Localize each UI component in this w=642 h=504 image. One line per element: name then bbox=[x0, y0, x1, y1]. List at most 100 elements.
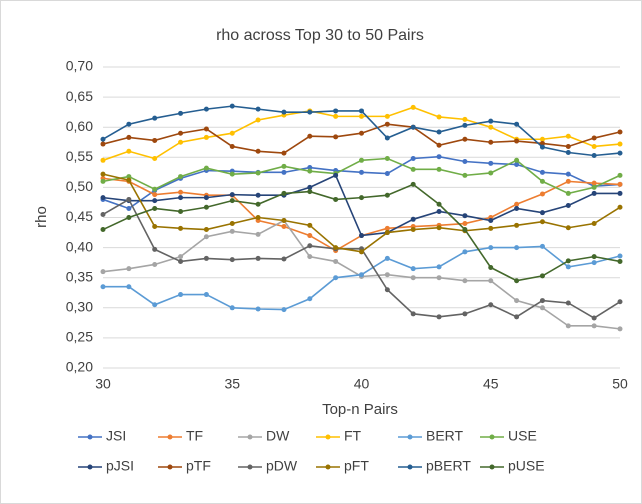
point bbox=[307, 254, 313, 260]
point bbox=[384, 230, 390, 236]
point bbox=[436, 142, 442, 148]
legend-label: JSI bbox=[106, 428, 126, 444]
point bbox=[436, 225, 442, 231]
point bbox=[384, 272, 390, 278]
y-tick-label: 0,45 bbox=[66, 208, 93, 224]
point bbox=[384, 287, 390, 293]
point bbox=[152, 302, 158, 308]
point bbox=[100, 227, 106, 233]
point bbox=[178, 258, 184, 264]
point bbox=[384, 156, 390, 162]
point bbox=[203, 234, 209, 240]
point bbox=[203, 195, 209, 201]
point bbox=[178, 208, 184, 214]
point bbox=[410, 275, 416, 281]
point bbox=[539, 298, 545, 304]
point bbox=[281, 190, 287, 196]
point bbox=[333, 258, 339, 264]
y-tick-label: 0,35 bbox=[66, 268, 93, 284]
point bbox=[307, 189, 313, 195]
point bbox=[514, 314, 520, 320]
point bbox=[255, 117, 261, 123]
point bbox=[462, 249, 468, 255]
point bbox=[384, 192, 390, 198]
y-axis-label: rho bbox=[33, 206, 50, 228]
point bbox=[617, 141, 623, 147]
point bbox=[514, 278, 520, 284]
point bbox=[539, 169, 545, 175]
point bbox=[281, 224, 287, 230]
point bbox=[229, 221, 235, 227]
y-tick-label: 0,50 bbox=[66, 178, 93, 194]
legend-label: FT bbox=[344, 428, 362, 444]
point bbox=[539, 305, 545, 311]
point bbox=[617, 258, 623, 264]
point bbox=[281, 163, 287, 169]
point bbox=[100, 141, 106, 147]
x-tick-label: 40 bbox=[354, 376, 370, 392]
point bbox=[100, 195, 106, 201]
point bbox=[126, 215, 132, 220]
point bbox=[333, 134, 339, 140]
point bbox=[178, 225, 184, 231]
point bbox=[565, 264, 571, 270]
point bbox=[152, 261, 158, 267]
point bbox=[488, 264, 494, 270]
point bbox=[488, 170, 494, 176]
point bbox=[591, 152, 597, 158]
point bbox=[384, 225, 390, 231]
point bbox=[100, 157, 106, 163]
point bbox=[410, 181, 416, 187]
point bbox=[617, 299, 623, 305]
point bbox=[255, 192, 261, 198]
point bbox=[229, 103, 235, 109]
point bbox=[488, 278, 494, 284]
point bbox=[565, 178, 571, 184]
point bbox=[565, 323, 571, 329]
point bbox=[462, 213, 468, 219]
point bbox=[281, 307, 287, 313]
legend-label: pDW bbox=[266, 458, 298, 474]
point bbox=[514, 245, 520, 251]
point bbox=[203, 292, 209, 298]
point bbox=[384, 121, 390, 127]
point bbox=[126, 148, 132, 154]
point bbox=[178, 110, 184, 116]
point bbox=[203, 165, 209, 171]
point bbox=[255, 106, 261, 112]
point bbox=[591, 143, 597, 149]
point bbox=[152, 186, 158, 192]
point bbox=[126, 266, 132, 272]
point bbox=[229, 143, 235, 149]
x-tick-label: 50 bbox=[612, 376, 628, 392]
point bbox=[384, 135, 390, 141]
point bbox=[229, 228, 235, 234]
point bbox=[229, 171, 235, 177]
point bbox=[565, 143, 571, 149]
point bbox=[539, 178, 545, 184]
point bbox=[178, 189, 184, 195]
legend-marker bbox=[325, 434, 331, 440]
point bbox=[203, 204, 209, 210]
legend-label: DW bbox=[266, 428, 290, 444]
point bbox=[462, 159, 468, 165]
point bbox=[229, 198, 235, 204]
point bbox=[178, 254, 184, 260]
point bbox=[384, 255, 390, 261]
point bbox=[565, 149, 571, 155]
point bbox=[436, 154, 442, 160]
point bbox=[565, 171, 571, 177]
point bbox=[126, 134, 132, 140]
point bbox=[152, 205, 158, 211]
legend-label: pBERT bbox=[426, 458, 471, 474]
legend-label: pTF bbox=[186, 458, 211, 474]
point bbox=[359, 113, 364, 119]
point bbox=[565, 300, 571, 306]
point bbox=[307, 168, 313, 174]
legend-marker bbox=[247, 434, 253, 440]
point bbox=[410, 266, 416, 272]
point bbox=[255, 231, 261, 237]
point bbox=[255, 306, 261, 312]
point bbox=[307, 233, 313, 239]
